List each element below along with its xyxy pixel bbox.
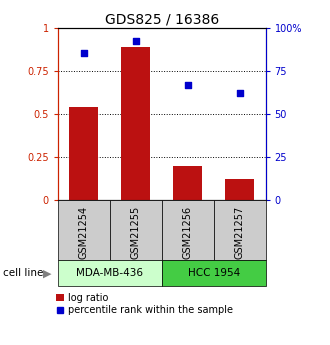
Point: [133, 39, 138, 44]
Bar: [162, 260, 266, 286]
Bar: [69, 107, 98, 200]
Text: GSM21256: GSM21256: [183, 206, 193, 259]
Bar: [58, 260, 162, 286]
Point: [81, 51, 86, 56]
Point: [185, 82, 190, 87]
Bar: [110, 200, 162, 260]
Text: cell line: cell line: [3, 268, 44, 278]
Bar: [225, 179, 254, 200]
Text: MDA-MB-436: MDA-MB-436: [76, 268, 143, 278]
Bar: [162, 200, 214, 260]
Text: HCC 1954: HCC 1954: [187, 268, 240, 278]
Bar: [214, 200, 266, 260]
Bar: [121, 47, 150, 200]
Bar: [173, 166, 202, 200]
Title: GDS825 / 16386: GDS825 / 16386: [105, 12, 219, 27]
Point: [237, 90, 242, 96]
Bar: [58, 200, 110, 260]
Text: GSM21254: GSM21254: [79, 206, 89, 259]
Legend: log ratio, percentile rank within the sample: log ratio, percentile rank within the sa…: [56, 293, 233, 315]
Text: GSM21255: GSM21255: [131, 206, 141, 259]
Text: GSM21257: GSM21257: [235, 206, 245, 259]
Text: ▶: ▶: [43, 268, 51, 278]
